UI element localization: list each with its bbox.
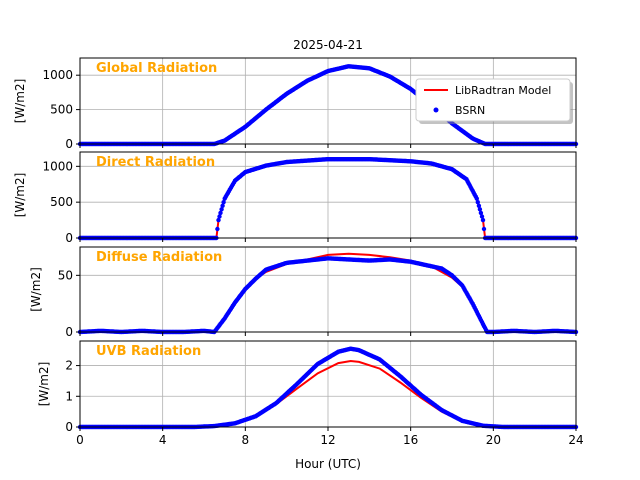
chart-title: 2025-04-21 <box>293 38 363 52</box>
bsrn-point <box>217 214 222 219</box>
legend: LibRadtran Model BSRN <box>415 78 573 124</box>
y-tick-label: 50 <box>58 268 73 282</box>
bsrn-point <box>476 203 482 208</box>
bsrn-point <box>480 217 486 223</box>
y-tick-label: 500 <box>50 195 73 209</box>
legend-box <box>415 78 571 122</box>
y-tick-label: 0 <box>65 231 73 245</box>
bsrn-point <box>479 214 485 219</box>
y-tick-label: 1000 <box>42 68 73 82</box>
y-axis-label: [W/m2] <box>29 267 43 312</box>
panel-title: UVB Radiation <box>96 344 201 359</box>
panel-title: Diffuse Radiation <box>96 250 222 265</box>
bsrn-point <box>220 203 225 208</box>
bsrn-point <box>477 207 483 212</box>
bsrn-point <box>474 196 479 201</box>
y-tick-label: 1000 <box>42 159 73 173</box>
legend-label-model: LibRadtran Model <box>455 84 551 97</box>
y-axis-label: [W/m2] <box>13 173 27 218</box>
x-tick-label: 8 <box>242 433 250 447</box>
legend-label-bsrn: BSRN <box>455 104 485 117</box>
bsrn-point <box>215 226 220 232</box>
x-tick-label: 12 <box>320 433 335 447</box>
bsrn-point <box>218 210 223 216</box>
y-tick-label: 0 <box>65 420 73 434</box>
bsrn-point <box>221 200 226 205</box>
bsrn-point <box>475 200 480 205</box>
x-tick-label: 0 <box>76 433 84 447</box>
panel-3: 0 50 [W/m2] Diffuse Radiation <box>29 246 579 339</box>
bsrn-point <box>478 210 484 216</box>
y-tick-label: 0 <box>65 325 73 339</box>
y-tick-label: 0 <box>65 137 73 151</box>
bsrn-series <box>77 157 579 241</box>
bsrn-point <box>216 217 221 223</box>
x-tick-label: 20 <box>486 433 501 447</box>
y-axis-label: [W/m2] <box>37 362 51 407</box>
bsrn-point <box>481 226 487 232</box>
y-tick-label: 500 <box>50 103 73 117</box>
panel-1: 0 500 1000 [W/m2] Global Radiation <box>13 57 579 151</box>
panel-2: 0 500 1000 [W/m2] Direct Radiation <box>13 151 579 245</box>
legend-swatch-bsrn <box>433 107 439 113</box>
x-axis-label: Hour (UTC) <box>295 457 361 471</box>
panel-title: Direct Radiation <box>96 155 215 170</box>
panel-title: Global Radiation <box>96 61 217 76</box>
bsrn-point <box>219 207 224 212</box>
y-tick-label: 1 <box>65 389 73 403</box>
x-tick-label: 24 <box>568 433 583 447</box>
x-tick-label: 16 <box>403 433 418 447</box>
y-axis-label: [W/m2] <box>13 79 27 124</box>
y-tick-label: 2 <box>65 359 73 373</box>
panel-4: 0 1 2 [W/m2] UVB Radiation <box>37 340 579 434</box>
x-tick-label: 4 <box>159 433 167 447</box>
